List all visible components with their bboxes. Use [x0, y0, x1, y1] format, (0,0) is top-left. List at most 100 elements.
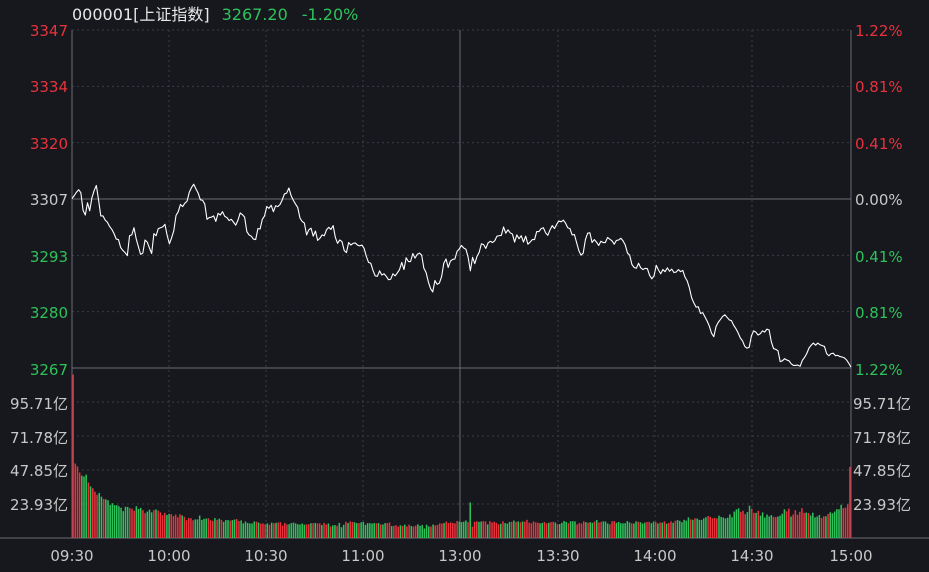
volume-bar — [201, 519, 203, 538]
volume-bar — [203, 518, 205, 538]
volume-bar — [124, 506, 127, 538]
volume-bar — [419, 525, 421, 538]
change-percent: -1.20% — [302, 5, 359, 24]
volume-bar — [753, 512, 755, 538]
volume-bar — [746, 512, 749, 538]
volume-bar — [98, 492, 101, 538]
volume-bar — [613, 521, 616, 538]
volume-bar — [635, 521, 637, 538]
volume-bar — [118, 506, 120, 538]
volume-bar — [550, 522, 552, 538]
volume-bar — [458, 521, 461, 538]
volume-bar — [105, 499, 107, 538]
volume-bar — [358, 523, 360, 538]
volume-bar — [345, 521, 347, 538]
y-right-label: 0.81% — [855, 78, 903, 96]
volume-bar — [233, 519, 236, 538]
volume-bar — [166, 514, 168, 538]
volume-bar — [713, 517, 716, 538]
volume-bar — [478, 521, 480, 538]
volume-bar — [558, 524, 561, 538]
volume-left-label: 71.78亿 — [10, 429, 68, 447]
volume-bar — [257, 522, 260, 538]
volume-bar — [255, 521, 258, 538]
volume-bar — [548, 522, 550, 538]
volume-bar — [72, 374, 74, 538]
volume-bar — [820, 517, 823, 538]
volume-bar — [803, 512, 805, 538]
volume-bar — [386, 523, 389, 538]
volume-bar — [327, 523, 330, 538]
volume-bar — [384, 523, 386, 538]
volume-bar — [375, 523, 378, 538]
volume-bar — [196, 519, 199, 538]
y-left-label: 3267 — [30, 361, 68, 379]
volume-bar — [716, 518, 718, 538]
volume-bar — [246, 522, 249, 538]
y-right-label: 1.22% — [855, 361, 903, 379]
volume-bar — [644, 522, 646, 538]
volume-bar — [764, 517, 766, 538]
volume-bar — [349, 521, 351, 538]
volume-bar — [414, 525, 417, 538]
volume-bar — [142, 510, 144, 538]
volume-bar — [471, 526, 474, 538]
volume-bar — [829, 512, 832, 538]
volume-bar — [718, 515, 720, 538]
volume-bar — [89, 486, 92, 538]
volume-bar — [637, 521, 640, 538]
volume-bar — [554, 522, 557, 538]
volume-right-label: 95.71亿 — [853, 395, 911, 413]
volume-bar — [633, 523, 635, 538]
volume-bar — [816, 516, 818, 538]
volume-bar — [761, 512, 764, 538]
volume-bar — [432, 524, 434, 538]
volume-bar — [102, 498, 105, 538]
volume-bar — [495, 522, 498, 538]
volume-bar — [670, 521, 672, 538]
x-tick-label: 10:30 — [244, 547, 287, 565]
volume-bar — [270, 522, 273, 538]
last-price: 3267.20 — [222, 5, 288, 24]
volume-bar — [369, 523, 371, 538]
volume-bar — [785, 511, 788, 538]
y-right-label: 0.00% — [855, 191, 903, 209]
volume-bar — [456, 520, 458, 538]
volume-bar — [283, 522, 286, 538]
volume-bar — [172, 516, 175, 538]
volume-bar — [650, 523, 653, 538]
x-tick-label: 14:00 — [633, 547, 676, 565]
volume-bar — [268, 524, 271, 538]
volume-left-label: 47.85亿 — [10, 462, 68, 480]
volume-bar — [600, 521, 602, 538]
volume-bar — [314, 522, 317, 538]
volume-bar — [681, 522, 683, 538]
volume-bar — [338, 522, 341, 538]
volume-bar — [460, 522, 463, 538]
volume-bar — [766, 514, 768, 538]
volume-bar — [187, 517, 190, 538]
volume-bar — [674, 520, 677, 538]
volume-bar — [500, 523, 502, 538]
volume-bar — [672, 522, 674, 538]
volume-bar — [515, 521, 517, 538]
volume-bar — [812, 512, 814, 538]
y-left-label: 3307 — [30, 191, 68, 209]
volume-bar — [611, 521, 613, 538]
volume-bar — [497, 524, 500, 538]
volume-bar — [94, 491, 96, 538]
volume-bar — [630, 523, 633, 538]
volume-bar — [351, 521, 354, 538]
volume-bar — [622, 523, 624, 538]
volume-bar — [292, 522, 295, 538]
volume-bar — [711, 518, 714, 538]
volume-bar — [755, 512, 757, 538]
volume-bar — [783, 509, 786, 538]
volume-bar — [299, 524, 301, 538]
volume-bar — [100, 496, 103, 538]
volume-bar — [107, 500, 109, 538]
volume-bar — [524, 521, 526, 538]
volume-bar — [194, 519, 197, 538]
